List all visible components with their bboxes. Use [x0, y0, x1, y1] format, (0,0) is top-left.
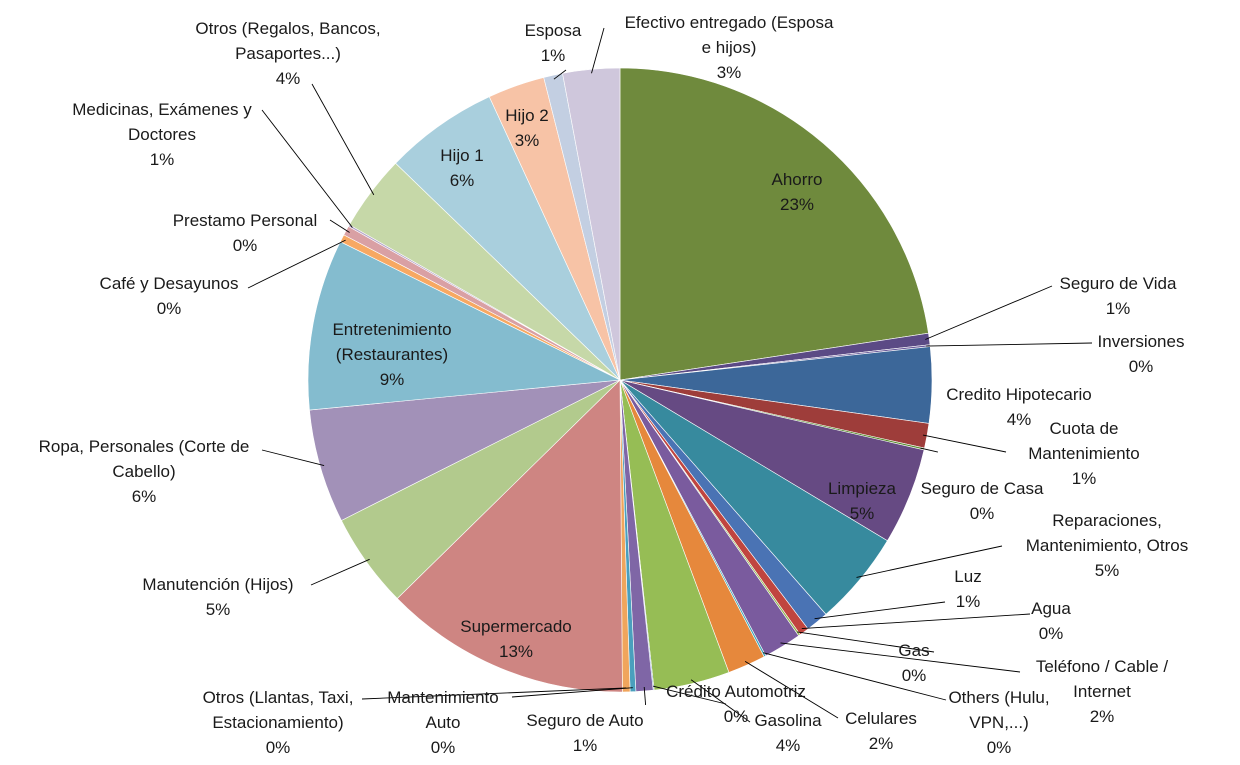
slice-label-seguro-de-vida: Seguro de Vida 1%	[1060, 274, 1177, 318]
leader-seguro-de-casa	[920, 447, 939, 453]
leader-inversiones	[926, 342, 1093, 347]
leader-others-hulu-vpn	[762, 652, 947, 701]
slice-label-hijo-1: Hijo 1 6%	[440, 146, 483, 190]
leader-seguro-de-vida	[925, 285, 1053, 340]
leader-otros-regalos-bancos-pasaportes	[311, 83, 375, 196]
slice-label-prestamo-personal: Prestamo Personal 0%	[173, 211, 318, 255]
slice-labels: Ahorro 23%Seguro de Vida 1%Inversiones 0%Cr…	[39, 13, 1189, 757]
pie-slices	[307, 67, 933, 693]
slice-label-otros-llantas-taxi-estacionamiento: Otros (Llantas, Taxi, Estacionamiento) 0%	[203, 688, 354, 757]
slice-label-credito-automotriz: Crédito Automotriz 0%	[666, 682, 806, 726]
leader-celulares	[744, 661, 839, 719]
leader-cuota-de-mantenimiento	[922, 434, 1007, 453]
slice-label-hijo-2: Hijo 2 3%	[505, 106, 548, 150]
slice-label-ahorro: Ahorro 23%	[771, 170, 822, 214]
slice-label-cuota-de-mantenimiento: Cuota de Mantenimiento 1%	[1028, 419, 1140, 488]
slice-label-entretenimiento-restaurantes: Entretenimiento (Restaurantes) 9%	[332, 320, 451, 389]
slice-label-efectivo-entregado-esposa-e-hijos: Efectivo entregado (Esposa e hijos) 3%	[625, 13, 834, 82]
leader-luz	[814, 601, 946, 620]
leader-esposa	[553, 69, 567, 80]
leader-agua	[801, 613, 1031, 630]
slice-label-cafe-y-desayunos: Café y Desayunos 0%	[100, 274, 239, 318]
slice-label-luz: Luz 1%	[954, 567, 981, 611]
slice-label-credito-hipotecario: Credito Hipotecario 4%	[946, 385, 1092, 429]
slice-label-supermercado: Supermercado 13%	[460, 617, 572, 661]
leader-prestamo-personal	[329, 219, 350, 233]
leader-mantenimiento-auto	[511, 687, 633, 698]
slice-label-inversiones: Inversiones 0%	[1098, 332, 1185, 376]
slice-label-celulares: Celulares 2%	[845, 709, 917, 753]
leader-credito-automotriz	[653, 685, 727, 705]
slice-label-gas: Gas 0%	[898, 641, 929, 685]
slice-label-medicinas-examenes-y-doctores: Medicinas, Exámenes y Doctores 1%	[72, 100, 252, 169]
slice-efectivo-entregado-esposa-e-hijos	[562, 67, 621, 381]
slice-ahorro	[619, 67, 929, 381]
leader-gas	[797, 631, 935, 653]
slice-label-mantenimiento-auto: Mantenimiento Auto 0%	[387, 688, 499, 757]
slice-label-manutencion-hijos: Manutención (Hijos) 5%	[142, 575, 293, 619]
slice-label-telefono-cable-internet: Teléfono / Cable / Internet 2%	[1036, 657, 1169, 726]
leader-otros-llantas-taxi-estacionamiento	[361, 687, 627, 700]
leader-gasolina	[690, 679, 751, 723]
slice-entretenimiento-restaurantes	[307, 241, 622, 411]
leader-efectivo-entregado-esposa-e-hijos	[591, 27, 605, 74]
slice-label-seguro-de-casa: Seguro de Casa 0%	[921, 479, 1044, 523]
leader-manutencion-hijos	[310, 558, 370, 586]
leader-medicinas-examenes-y-doctores	[261, 109, 353, 228]
slice-label-otros-regalos-bancos-pasaportes: Otros (Regalos, Bancos, Pasaportes...) 4%	[195, 19, 380, 88]
slice-label-agua: Agua 0%	[1031, 599, 1071, 643]
slice-label-others-hulu-vpn: Others (Hulu, VPN,...) 0%	[948, 688, 1049, 757]
leader-telefono-cable-internet	[780, 642, 1021, 673]
slice-label-gasolina: Gasolina 4%	[754, 711, 822, 755]
slice-label-esposa: Esposa 1%	[525, 21, 582, 65]
leader-reparaciones-mantenimiento-otros	[856, 545, 1003, 578]
leader-ropa-personales-corte-de-cabello	[261, 449, 325, 467]
slice-supermercado	[396, 379, 623, 693]
leader-seguro-de-auto	[643, 686, 647, 706]
slice-label-seguro-de-auto: Seguro de Auto 1%	[526, 711, 643, 755]
slice-label-limpieza: Limpieza 5%	[828, 479, 897, 523]
leader-cafe-y-desayunos	[247, 239, 346, 289]
slice-label-reparaciones-mantenimiento-otros: Reparaciones, Mantenimiento, Otros 5%	[1026, 511, 1189, 580]
slice-label-ropa-personales-corte-de-cabello: Ropa, Personales (Corte de Cabello) 6%	[39, 437, 250, 506]
leader-lines	[247, 27, 1093, 723]
